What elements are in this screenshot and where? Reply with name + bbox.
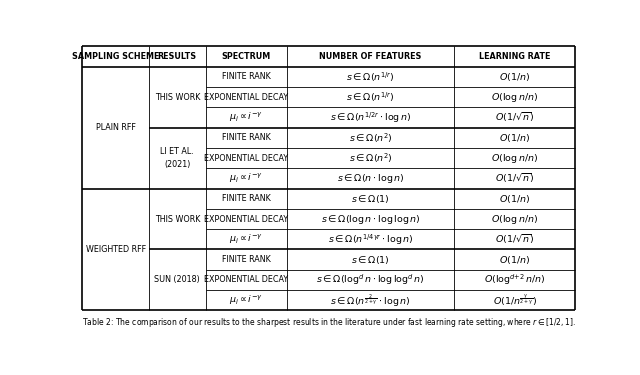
Text: $O(1/\sqrt{n})$: $O(1/\sqrt{n})$ bbox=[495, 172, 534, 185]
Text: $s \in \Omega(1)$: $s \in \Omega(1)$ bbox=[351, 193, 390, 205]
Text: PLAIN RFF: PLAIN RFF bbox=[96, 123, 136, 132]
Text: EXPONENTIAL DECAY: EXPONENTIAL DECAY bbox=[204, 154, 288, 163]
Text: $\mu_i \propto i^{-\gamma}$: $\mu_i \propto i^{-\gamma}$ bbox=[229, 111, 263, 125]
Text: $O(\log n/n)$: $O(\log n/n)$ bbox=[491, 91, 538, 104]
Text: THIS WORK: THIS WORK bbox=[155, 93, 200, 102]
Text: $s \in \Omega(n \cdot \log n)$: $s \in \Omega(n \cdot \log n)$ bbox=[337, 172, 404, 185]
Text: $s \in \Omega(n^{1/r})$: $s \in \Omega(n^{1/r})$ bbox=[346, 90, 395, 104]
Text: $s \in \Omega(n^{\frac{2}{2+\gamma}} \cdot \log n)$: $s \in \Omega(n^{\frac{2}{2+\gamma}} \cd… bbox=[330, 292, 411, 309]
Text: SAMPLING SCHEME: SAMPLING SCHEME bbox=[72, 52, 159, 61]
Text: $O(1/n^{\frac{\gamma}{2+\gamma}})$: $O(1/n^{\frac{\gamma}{2+\gamma}})$ bbox=[493, 292, 537, 308]
Text: $O(1/\sqrt{n})$: $O(1/\sqrt{n})$ bbox=[495, 111, 534, 124]
Text: $O(\log^{d+2} n/n)$: $O(\log^{d+2} n/n)$ bbox=[484, 273, 545, 287]
Text: $s \in \Omega(n^{2})$: $s \in \Omega(n^{2})$ bbox=[349, 131, 392, 145]
Text: $s \in \Omega(\log n \cdot \log\log n)$: $s \in \Omega(\log n \cdot \log\log n)$ bbox=[321, 213, 420, 225]
Text: $s \in \Omega(n^{1/4\gamma r} \cdot \log n)$: $s \in \Omega(n^{1/4\gamma r} \cdot \log… bbox=[328, 232, 413, 247]
Text: Table 2: The comparison of our results to the sharpest results in the literature: Table 2: The comparison of our results t… bbox=[83, 316, 577, 329]
Text: WEIGHTED RFF: WEIGHTED RFF bbox=[86, 245, 146, 254]
Text: $O(\log n/n)$: $O(\log n/n)$ bbox=[491, 213, 538, 225]
Text: SPECTRUM: SPECTRUM bbox=[221, 52, 271, 61]
Text: EXPONENTIAL DECAY: EXPONENTIAL DECAY bbox=[204, 275, 288, 284]
Text: $\mu_i \propto i^{-\gamma}$: $\mu_i \propto i^{-\gamma}$ bbox=[229, 232, 263, 246]
Text: $O(1/n)$: $O(1/n)$ bbox=[499, 193, 531, 205]
Text: FINITE RANK: FINITE RANK bbox=[222, 72, 271, 81]
Text: EXPONENTIAL DECAY: EXPONENTIAL DECAY bbox=[204, 214, 288, 223]
Text: LI ET AL.
(2021): LI ET AL. (2021) bbox=[161, 147, 194, 169]
Text: $\mu_i \propto i^{-\gamma}$: $\mu_i \propto i^{-\gamma}$ bbox=[229, 171, 263, 185]
Text: RESULTS: RESULTS bbox=[157, 52, 197, 61]
Text: $O(1/\sqrt{n})$: $O(1/\sqrt{n})$ bbox=[495, 232, 534, 246]
Text: $s \in \Omega(\log^d n \cdot \log\log^d n)$: $s \in \Omega(\log^d n \cdot \log\log^d … bbox=[316, 273, 425, 287]
Text: $O(1/n)$: $O(1/n)$ bbox=[499, 71, 531, 83]
Text: $O(1/n)$: $O(1/n)$ bbox=[499, 132, 531, 144]
Text: FINITE RANK: FINITE RANK bbox=[222, 255, 271, 264]
Text: FINITE RANK: FINITE RANK bbox=[222, 194, 271, 203]
Text: SUN (2018): SUN (2018) bbox=[154, 275, 200, 284]
Text: THIS WORK: THIS WORK bbox=[155, 214, 200, 223]
Text: LEARNING RATE: LEARNING RATE bbox=[479, 52, 550, 61]
Text: EXPONENTIAL DECAY: EXPONENTIAL DECAY bbox=[204, 93, 288, 102]
Text: $s \in \Omega(n^{1/r})$: $s \in \Omega(n^{1/r})$ bbox=[346, 70, 395, 84]
Text: $s \in \Omega(n^{2})$: $s \in \Omega(n^{2})$ bbox=[349, 151, 392, 165]
Text: FINITE RANK: FINITE RANK bbox=[222, 133, 271, 142]
Text: $O(\log n/n)$: $O(\log n/n)$ bbox=[491, 152, 538, 165]
Text: NUMBER OF FEATURES: NUMBER OF FEATURES bbox=[319, 52, 422, 61]
Text: $O(1/n)$: $O(1/n)$ bbox=[499, 254, 531, 266]
Text: $s \in \Omega(n^{1/2r} \cdot \log n)$: $s \in \Omega(n^{1/2r} \cdot \log n)$ bbox=[330, 110, 412, 125]
Text: $s \in \Omega(1)$: $s \in \Omega(1)$ bbox=[351, 254, 390, 266]
Text: $\mu_i \propto i^{-\gamma}$: $\mu_i \propto i^{-\gamma}$ bbox=[229, 293, 263, 307]
